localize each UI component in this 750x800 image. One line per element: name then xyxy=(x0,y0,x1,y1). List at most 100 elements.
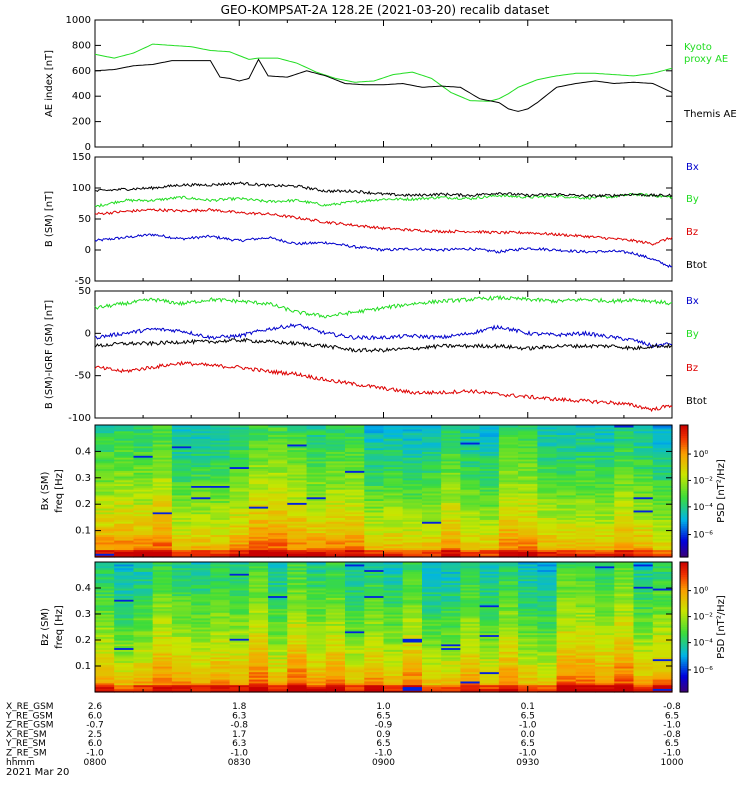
spectrogram-cell xyxy=(422,569,442,572)
spectrogram-cell xyxy=(383,630,404,634)
spectrogram-cell xyxy=(537,628,558,632)
spectrogram-cell xyxy=(95,519,115,522)
spectrogram-cell xyxy=(595,690,615,693)
spectrogram-cell xyxy=(114,489,134,492)
spectrogram-cell xyxy=(191,545,211,549)
spectrogram-cell xyxy=(210,562,231,565)
spectrogram-cell xyxy=(345,534,365,537)
spectrogram-cell xyxy=(383,571,404,574)
spectrogram-cell xyxy=(229,547,250,551)
spectrogram-cell xyxy=(287,513,308,517)
spectrogram-cell xyxy=(191,604,211,608)
spectrogram-cell xyxy=(248,447,269,451)
spectrogram-cell xyxy=(383,604,404,608)
spectrogram-cell xyxy=(575,526,596,530)
spectrogram-cell xyxy=(345,617,365,621)
spectrogram-cell xyxy=(556,511,577,515)
y-tick-label: 100 xyxy=(72,183,91,194)
spectrogram-cell xyxy=(383,449,404,452)
spectrogram-cell xyxy=(556,688,577,691)
spectrogram-cell xyxy=(325,641,346,645)
spectrogram-cell xyxy=(287,519,308,522)
spectrogram-cell xyxy=(95,481,115,485)
spectrogram-cell xyxy=(95,680,115,684)
spectrogram-cell xyxy=(402,636,423,639)
spectrogram-cell xyxy=(460,506,481,509)
spectrogram-cell xyxy=(345,573,365,576)
spectrogram-cell xyxy=(518,445,538,449)
spectrogram-cell xyxy=(422,524,442,528)
spectrogram-cell xyxy=(518,534,538,537)
spectrogram-cell xyxy=(383,436,404,439)
spectrogram-cell xyxy=(133,438,154,441)
spectrogram-cell xyxy=(268,442,288,445)
colorbar-segment xyxy=(680,517,688,521)
spectrogram-cell xyxy=(210,617,231,621)
spectrogram-cell xyxy=(498,588,519,591)
spectrogram-cell xyxy=(402,491,423,494)
spectrogram-cell xyxy=(152,569,173,572)
spectrogram-cell xyxy=(422,440,442,443)
spectrogram-cell xyxy=(210,679,231,682)
spectrogram-cell xyxy=(345,519,365,522)
spectrogram-cell xyxy=(518,536,538,539)
colorbar-segment xyxy=(680,513,688,516)
spectrogram-cell xyxy=(152,630,173,634)
spectrogram-cell xyxy=(210,625,231,628)
spectrogram-cell xyxy=(518,442,538,445)
spectrogram-cell xyxy=(556,519,577,522)
spectrogram-cell xyxy=(306,591,327,595)
spectrogram-cell xyxy=(114,593,134,597)
spectrogram-cell xyxy=(556,658,577,662)
spectrogram-cell xyxy=(441,445,461,449)
spectrogram-cell xyxy=(268,519,288,522)
colorbar-segment xyxy=(680,535,688,538)
spectrogram-cell xyxy=(287,538,308,541)
spectrogram-cell xyxy=(152,453,173,456)
spectrogram-cell xyxy=(422,589,442,593)
spectrogram-cell xyxy=(171,447,192,451)
spectrogram-cell xyxy=(364,442,385,445)
spectrogram-cell xyxy=(287,654,308,658)
spectrogram-cell xyxy=(114,684,134,688)
spectrogram-cell xyxy=(518,460,538,464)
spectrogram-cell xyxy=(575,662,596,665)
spectrogram-cell xyxy=(210,628,231,632)
spectrogram-cell xyxy=(345,526,365,530)
spectrogram-cell xyxy=(345,591,365,595)
spectrogram-cell xyxy=(306,621,327,624)
spectrogram-cell xyxy=(460,502,481,505)
spectrogram-cell xyxy=(614,460,635,464)
spectrogram-cell xyxy=(287,530,308,534)
spectrogram-cell xyxy=(537,528,558,532)
spectrogram-cell xyxy=(191,432,211,435)
spectrogram-cell xyxy=(171,671,192,675)
spectrogram-cell xyxy=(460,653,481,656)
spectrogram-cell xyxy=(479,494,500,498)
spectrogram-cell xyxy=(498,666,519,669)
spectrogram-cell xyxy=(614,496,635,500)
spectrogram-cell xyxy=(152,549,173,552)
spectrogram-cell xyxy=(652,649,673,652)
spectrogram-cell xyxy=(306,506,327,509)
spectrogram-cell xyxy=(133,565,154,569)
spectrogram-cell xyxy=(479,623,500,626)
spectrogram-cell xyxy=(191,487,211,490)
spectrogram-cell xyxy=(345,658,365,662)
spectrogram-cell xyxy=(210,477,231,481)
spectrogram-cell xyxy=(133,645,154,649)
spectrogram-cell xyxy=(133,543,154,547)
spectrogram-cell xyxy=(306,653,327,656)
spectrogram-cell xyxy=(210,604,231,608)
spectrogram-cell xyxy=(268,612,288,615)
spectrogram-cell xyxy=(595,521,615,524)
spectrogram-cell xyxy=(479,682,500,686)
spectrogram-cell xyxy=(133,647,154,650)
spectrogram-cell xyxy=(498,485,519,488)
spectrogram-cell xyxy=(325,580,346,584)
spectrogram-cell xyxy=(614,623,635,626)
spectrogram-cell xyxy=(633,536,654,539)
spectrogram-cell xyxy=(325,677,346,680)
spectrogram-cell xyxy=(383,627,404,630)
spectrogram-cell xyxy=(152,634,173,637)
